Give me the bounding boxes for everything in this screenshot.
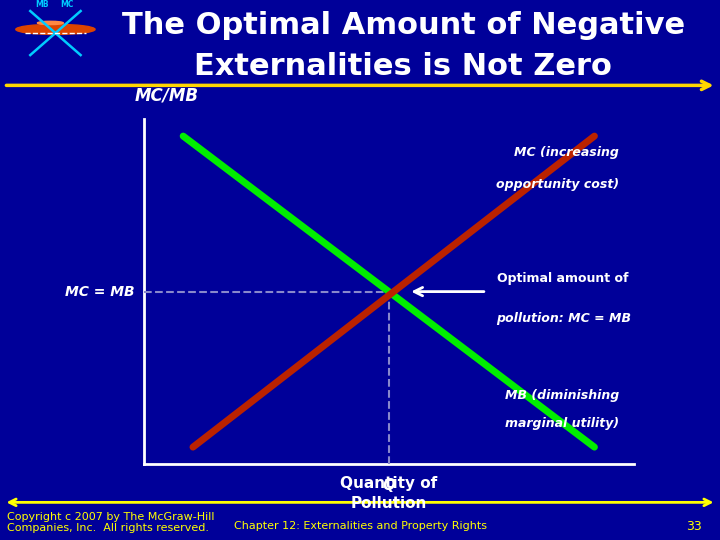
Text: MC/MB: MC/MB [134,87,198,105]
Text: MC: MC [60,0,73,9]
Text: Copyright c 2007 by The McGraw-Hill
Companies, Inc.  All rights reserved.: Copyright c 2007 by The McGraw-Hill Comp… [7,512,215,534]
Text: pollution: MC = MB: pollution: MC = MB [497,312,631,325]
Text: The Optimal Amount of Negative: The Optimal Amount of Negative [122,11,685,40]
Text: 33: 33 [686,519,702,533]
Text: Q: Q [382,478,395,492]
Text: MC = MB: MC = MB [65,285,134,299]
Text: MB (diminishing: MB (diminishing [505,389,619,402]
Circle shape [16,24,95,35]
Circle shape [37,21,63,25]
Text: MB: MB [35,0,48,9]
Text: Chapter 12: Externalities and Property Rights: Chapter 12: Externalities and Property R… [233,521,487,531]
Text: Optimal amount of: Optimal amount of [497,272,628,285]
Text: MC (increasing: MC (increasing [514,146,619,159]
Text: opportunity cost): opportunity cost) [496,178,619,191]
Text: Pollution: Pollution [351,496,427,511]
Text: Externalities is Not Zero: Externalities is Not Zero [194,52,612,80]
Text: marginal utility): marginal utility) [505,417,619,430]
Text: Quantity of: Quantity of [340,476,438,491]
